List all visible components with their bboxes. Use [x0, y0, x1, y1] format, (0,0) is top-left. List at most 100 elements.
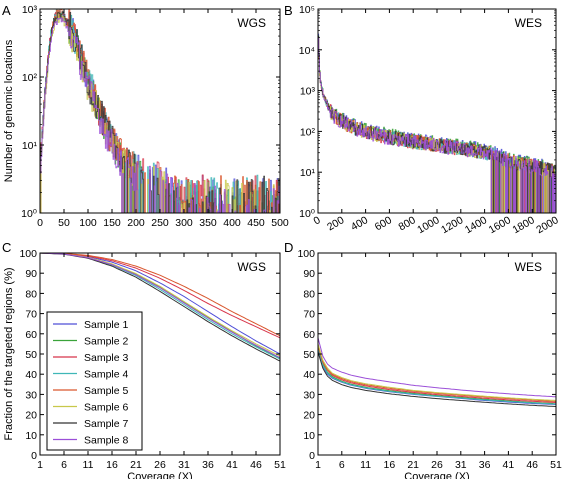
x-tick-label: 16: [106, 459, 118, 471]
x-tick-label: 31: [455, 459, 467, 471]
x-tick-label: 1: [315, 459, 321, 471]
y-tick-label: 100: [19, 248, 37, 260]
y-tick-label: 90: [25, 268, 37, 280]
x-tick-label: 350: [199, 217, 217, 229]
y-tick-label: 60: [25, 329, 37, 341]
series-line-8: [318, 37, 556, 213]
panel-c: 1 6 11 16 21 26 31 36 41 46 5101020304050607080901…: [3, 248, 286, 479]
y-tick-label: 10⁰: [21, 208, 37, 220]
x-tick-label: 250: [151, 217, 169, 229]
x-axis-label: Coverage (X): [404, 471, 469, 479]
series-line-2: [318, 347, 556, 405]
series-group: [318, 337, 556, 407]
x-tick-label: 450: [247, 217, 265, 229]
y-tick-label: 0: [31, 450, 37, 462]
x-tick-label: 50: [58, 217, 70, 229]
panel-letter-d: D: [284, 240, 293, 255]
y-tick-label: 10⁵: [299, 4, 315, 16]
x-tick-label: 2000: [534, 214, 560, 236]
x-tick-label: 21: [407, 459, 419, 471]
x-tick-label: 51: [274, 459, 286, 471]
x-tick-label: 6: [339, 459, 345, 471]
y-tick-label: 20: [303, 410, 315, 422]
y-tick-label: 0: [309, 450, 315, 462]
series-line-5: [318, 345, 556, 402]
y-tick-label: 10¹: [300, 167, 316, 179]
series-line-4: [318, 347, 556, 405]
x-tick-label: 41: [226, 459, 238, 471]
x-tick-label: 26: [431, 459, 443, 471]
y-tick-label: 20: [25, 410, 37, 422]
y-tick-label: 100: [297, 248, 315, 260]
x-tick-label: 400: [349, 214, 370, 233]
x-tick-label: 1: [37, 459, 43, 471]
y-tick-label: 40: [303, 369, 315, 381]
legend-entry: Sample 5: [84, 385, 129, 397]
plot-frame: [317, 252, 557, 456]
x-tick-label: 150: [103, 217, 121, 229]
legend-entry: Sample 2: [84, 336, 129, 348]
x-tick-label: 6: [61, 459, 67, 471]
legend-entry: Sample 8: [84, 435, 129, 447]
panel-label: WES: [515, 260, 542, 274]
y-tick-label: 60: [303, 329, 315, 341]
x-tick-label: 300: [175, 217, 193, 229]
y-tick-label: 10⁴: [299, 45, 315, 57]
x-tick-label: 500: [271, 217, 289, 229]
x-tick-label: 31: [178, 459, 190, 471]
y-tick-label: 40: [25, 369, 37, 381]
series-line-8: [40, 253, 280, 359]
y-tick-label: 70: [303, 309, 315, 321]
y-tick-label: 50: [303, 349, 315, 361]
x-tick-label: 11: [360, 459, 371, 471]
y-tick-label: 10³: [300, 86, 316, 98]
x-tick-label: 1200: [439, 214, 465, 236]
x-tick-label: 26: [154, 459, 166, 471]
legend: Sample 1 Sample 2 Sample 3 Sample 4 Sample 5…: [46, 311, 143, 451]
panel-letter-c: C: [2, 240, 11, 255]
legend-entry: Sample 1: [84, 319, 129, 331]
panel-label: WES: [515, 16, 542, 30]
x-tick-label: 1000: [415, 214, 441, 236]
x-tick-label: 46: [526, 459, 538, 471]
x-tick-label: 46: [250, 459, 262, 471]
x-tick-label: 0: [311, 214, 322, 227]
legend-box: [46, 311, 143, 451]
series-group: [40, 253, 280, 362]
legend-entry: Sample 4: [84, 369, 129, 381]
y-tick-label: 10³: [22, 4, 38, 16]
legend-entry: Sample 7: [84, 418, 129, 430]
x-tick-label: 1600: [487, 214, 513, 236]
series-group: [40, 9, 280, 213]
panel-letter-a: A: [2, 3, 11, 18]
legend-entry: Sample 3: [84, 352, 129, 364]
x-tick-label: 800: [397, 214, 418, 233]
panel-letter-b: B: [284, 3, 293, 18]
x-axis-label: Coverage (X): [127, 471, 192, 479]
panel-label: WGS: [237, 260, 266, 274]
x-tick-label: 16: [384, 459, 396, 471]
x-tick-label: 11: [83, 459, 94, 471]
y-tick-label: 90: [303, 268, 315, 280]
x-tick-label: 36: [202, 459, 214, 471]
series-line-8: [318, 337, 556, 398]
x-tick-label: 600: [373, 214, 394, 233]
x-tick-label: 41: [503, 459, 515, 471]
y-axis-label: Fraction of the targeted regions (%): [3, 267, 15, 440]
x-tick-label: 36: [479, 459, 491, 471]
series-group: [318, 33, 556, 213]
y-tick-label: 10²: [22, 72, 38, 84]
legend-entry: Sample 6: [84, 402, 129, 414]
x-tick-label: 400: [223, 217, 241, 229]
series-line-3: [318, 345, 556, 403]
y-tick-label: 10¹: [22, 140, 38, 152]
y-tick-label: 70: [25, 309, 37, 321]
series-line-5: [40, 253, 280, 337]
y-tick-label: 80: [25, 288, 37, 300]
x-tick-label: 1400: [463, 214, 489, 236]
x-tick-label: 21: [130, 459, 142, 471]
x-tick-label: 200: [325, 214, 346, 233]
x-tick-label: 200: [127, 217, 145, 229]
